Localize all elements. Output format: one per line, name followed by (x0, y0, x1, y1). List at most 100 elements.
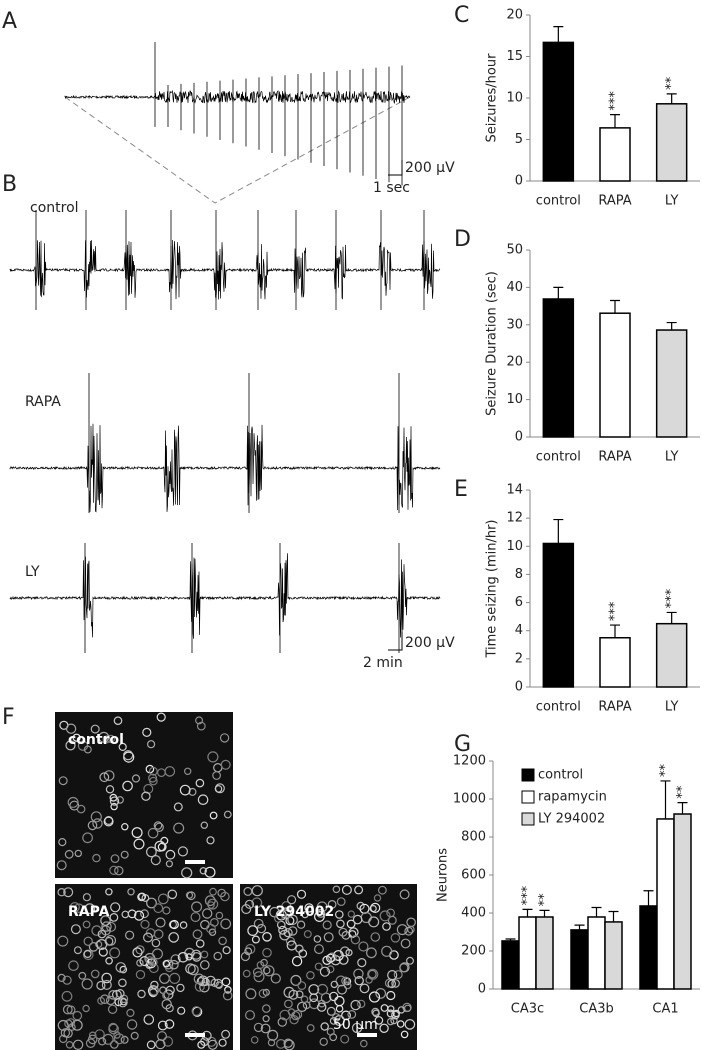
cell (221, 1029, 231, 1039)
panel-label: A (2, 9, 17, 34)
cell (287, 895, 297, 905)
cell (243, 886, 253, 896)
bar (655, 329, 688, 438)
y-tick-label: 40 (506, 280, 523, 295)
cell (253, 918, 264, 929)
significance: *** (520, 885, 535, 905)
cell (151, 938, 161, 948)
cell (404, 926, 414, 936)
x-tick-label: RAPA (598, 700, 631, 715)
cell (114, 866, 124, 876)
cell (143, 1014, 155, 1025)
cell (57, 888, 66, 897)
y-tick-label: 10 (506, 392, 523, 407)
cell (341, 884, 352, 895)
cell (350, 999, 361, 1011)
cell (99, 994, 110, 1004)
cell (119, 965, 128, 974)
cell (83, 949, 92, 958)
cell (313, 935, 322, 943)
cell (173, 802, 183, 812)
cell (261, 1004, 271, 1013)
cell (88, 1031, 97, 1040)
cell (108, 989, 118, 1000)
cell (370, 902, 381, 914)
cell (301, 911, 309, 919)
cell (179, 921, 188, 929)
cell (381, 945, 393, 957)
cell (400, 938, 411, 949)
cell (218, 1038, 227, 1047)
cell (283, 1038, 293, 1048)
bar (604, 921, 623, 990)
cell (386, 990, 396, 1001)
cell (118, 742, 127, 752)
bar (587, 916, 606, 990)
bar (518, 916, 537, 990)
cell (146, 1040, 156, 1050)
error-bar (505, 938, 516, 941)
cell (220, 759, 231, 770)
x-tick-label: control (536, 700, 581, 715)
cell (274, 913, 283, 923)
cell (56, 860, 67, 871)
cell (165, 849, 176, 860)
cell (140, 909, 149, 919)
cell (332, 885, 341, 894)
image-label: RAPA (68, 904, 110, 920)
cell (76, 804, 86, 814)
cell (82, 1004, 90, 1013)
cell (242, 969, 251, 978)
error-bar (666, 611, 677, 624)
cell (262, 966, 271, 975)
cell (406, 956, 415, 965)
cell (73, 946, 82, 955)
cell (380, 1004, 389, 1012)
cell (110, 802, 118, 811)
cell (240, 951, 250, 962)
bar (542, 298, 575, 438)
cell (90, 969, 100, 979)
cell (338, 927, 348, 937)
cell (319, 1037, 328, 1047)
cell (200, 821, 208, 829)
scale-bar (388, 160, 403, 176)
cell (97, 996, 105, 1005)
cell (142, 727, 152, 738)
cell (123, 750, 134, 761)
cell (65, 1041, 74, 1049)
cell (262, 931, 272, 942)
cell (87, 820, 98, 831)
cell (386, 1009, 395, 1018)
cell (371, 1007, 380, 1017)
cell (245, 1010, 256, 1021)
cell (121, 910, 130, 919)
scale-label: 200 µV (405, 160, 455, 176)
cell (393, 970, 403, 980)
cell (217, 888, 227, 898)
cell (359, 983, 370, 994)
cell (340, 1034, 350, 1044)
cell (125, 930, 135, 940)
cell (194, 981, 205, 992)
cell (145, 846, 157, 858)
cell (404, 1019, 416, 1030)
cell (170, 954, 181, 965)
y-tick-label: 0 (515, 430, 523, 445)
cell (300, 995, 309, 1004)
cell (177, 846, 188, 857)
cell (126, 1008, 135, 1018)
cell (222, 946, 231, 955)
cell (372, 1009, 380, 1018)
cell (316, 908, 326, 918)
y-tick-label: 0 (515, 174, 523, 189)
cell (326, 965, 335, 974)
cell (58, 776, 68, 786)
cell (110, 854, 120, 863)
cell (348, 927, 359, 938)
cell (102, 735, 111, 744)
cell (208, 928, 217, 936)
significance: ** (675, 785, 690, 799)
cell (118, 978, 127, 988)
